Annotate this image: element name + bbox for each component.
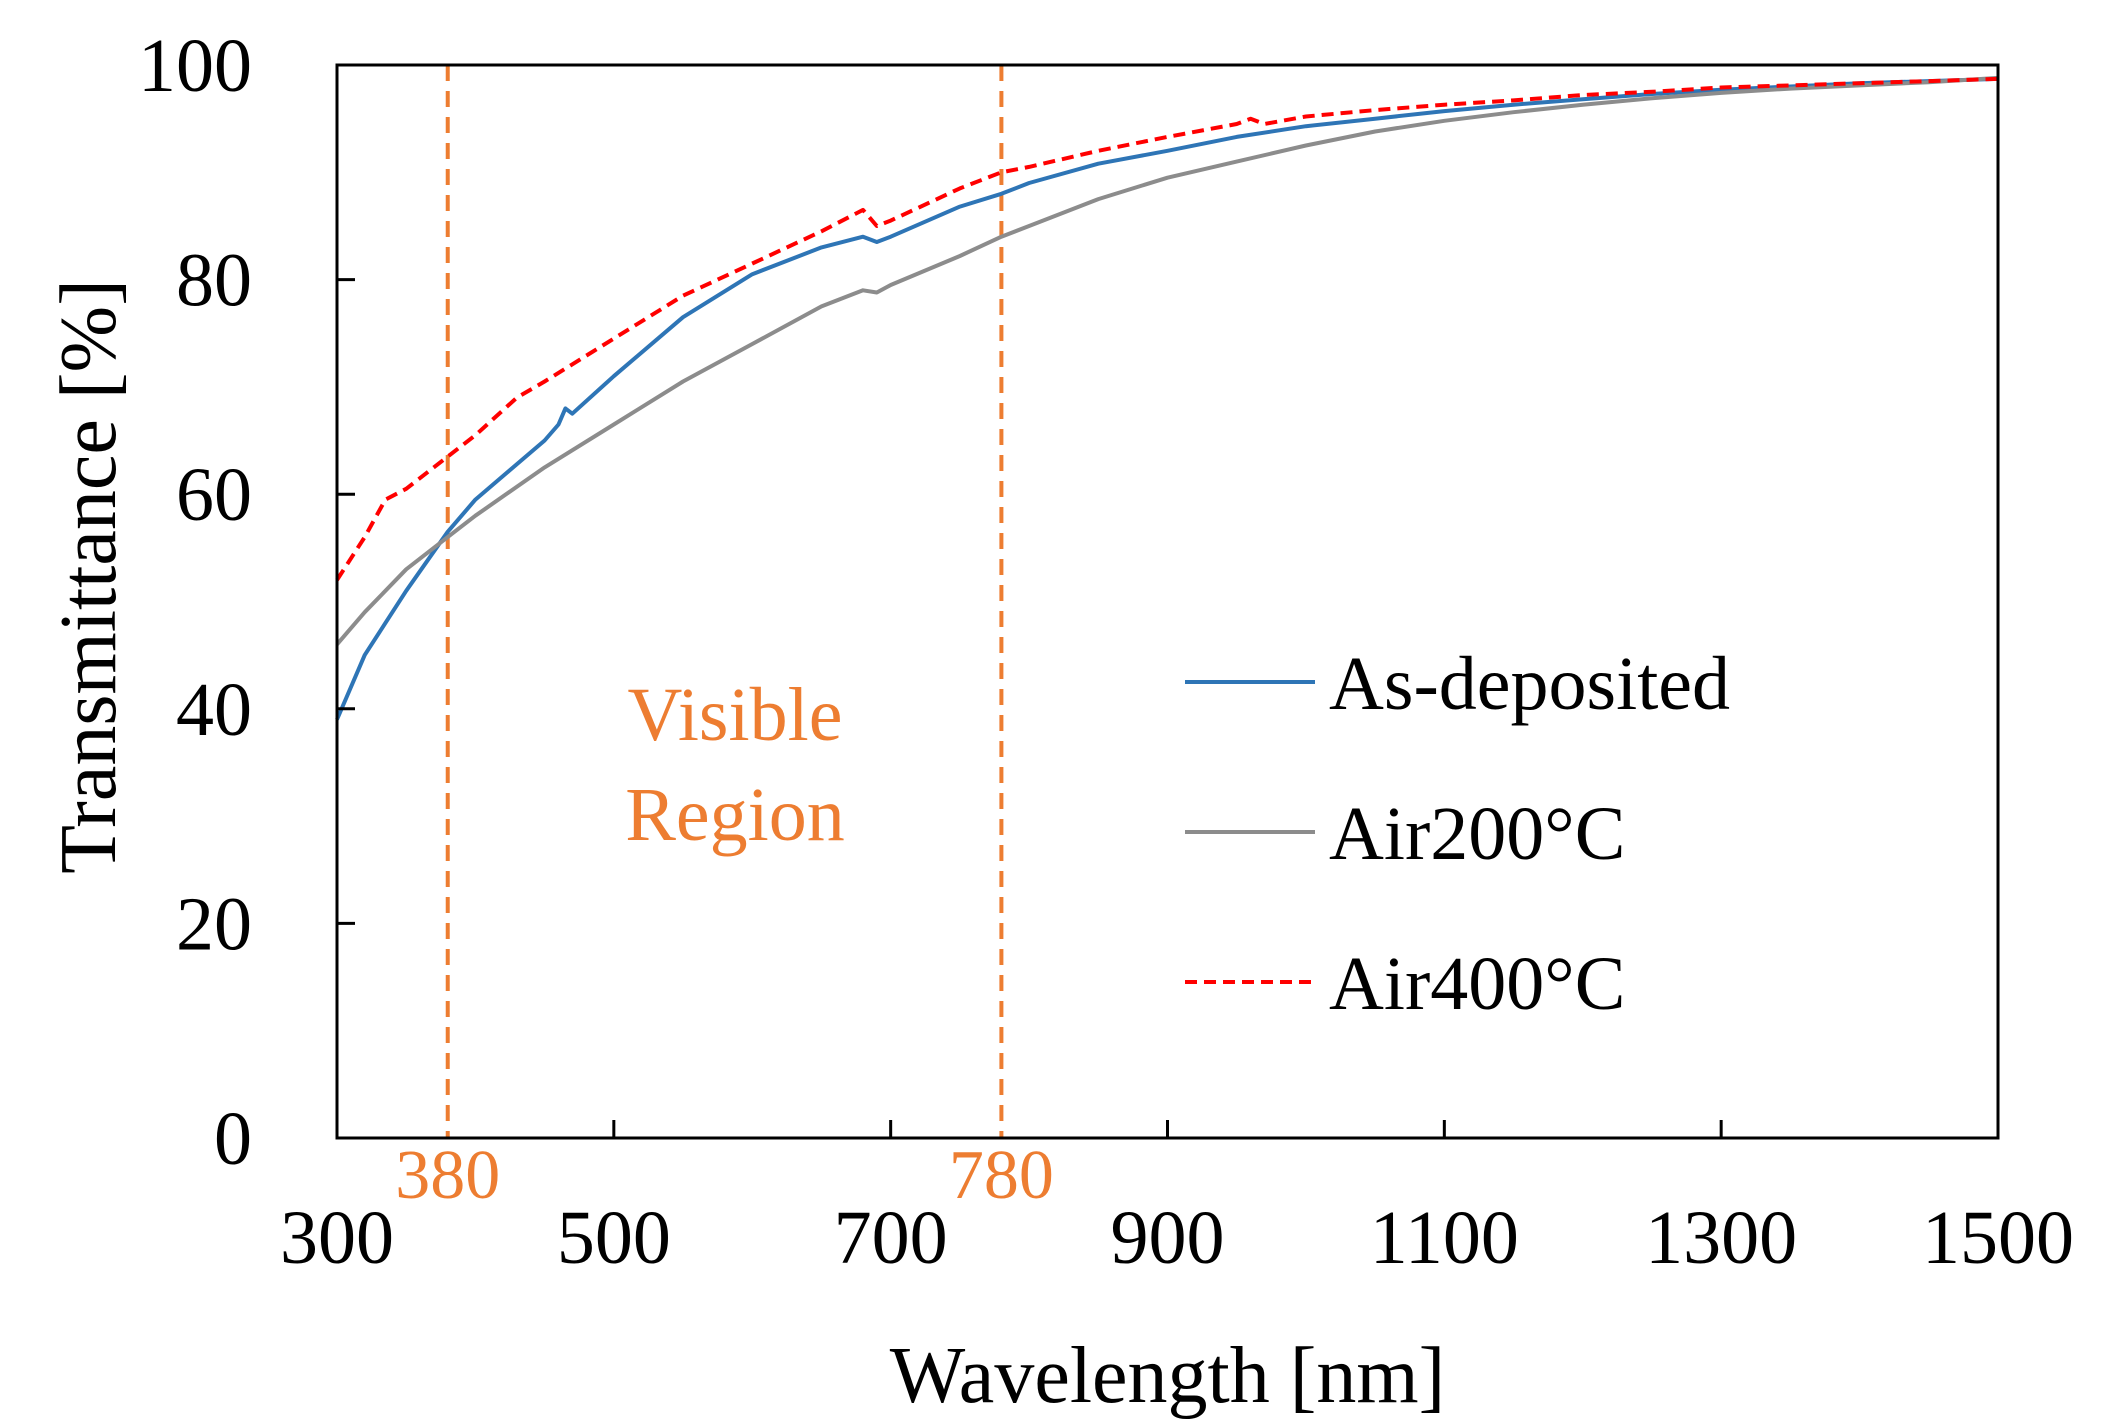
x-tick-label: 300	[280, 1196, 394, 1280]
legend: As-deposited Air200°C Air400°C	[1185, 642, 1730, 1026]
series-line-0	[335, 76, 1999, 721]
series-line-2	[335, 76, 1999, 582]
legend-label-1: Air200°C	[1329, 792, 1625, 876]
x-tick-label: 1100	[1370, 1196, 1519, 1280]
y-tick-label: 0	[214, 1097, 252, 1181]
legend-label-2: Air400°C	[1329, 942, 1625, 1026]
x-tick-label: 700	[834, 1196, 948, 1280]
x-tick-label: 900	[1111, 1196, 1225, 1280]
x-tick-label: 500	[557, 1196, 671, 1280]
plot-frame	[335, 63, 2000, 1140]
plot-layer	[335, 65, 1999, 1138]
reference-label-380: 380	[395, 1137, 500, 1214]
reference-label-780: 780	[949, 1137, 1054, 1214]
y-tick-label: 100	[138, 24, 252, 108]
x-tick-label: 1500	[1922, 1196, 2074, 1280]
visible-region-label-line-1: Visible	[628, 673, 843, 757]
legend-label-0: As-deposited	[1329, 642, 1730, 726]
visible-region-label-line-2: Region	[625, 773, 845, 857]
y-tick-label: 20	[176, 882, 252, 966]
y-tick-label: 40	[176, 668, 252, 752]
y-tick-label: 60	[176, 453, 252, 537]
x-tick-label: 1300	[1645, 1196, 1797, 1280]
x-axis-title: Wavelength [nm]	[890, 1332, 1446, 1420]
y-axis-title: Transmittance [%]	[45, 279, 133, 874]
series-line-1	[335, 75, 1999, 646]
axis-layer: 380 780 300 500 700 900 1100 1300 1500 0 20 40 60 80 1…	[138, 24, 2074, 1280]
y-tick-label: 80	[176, 239, 252, 323]
